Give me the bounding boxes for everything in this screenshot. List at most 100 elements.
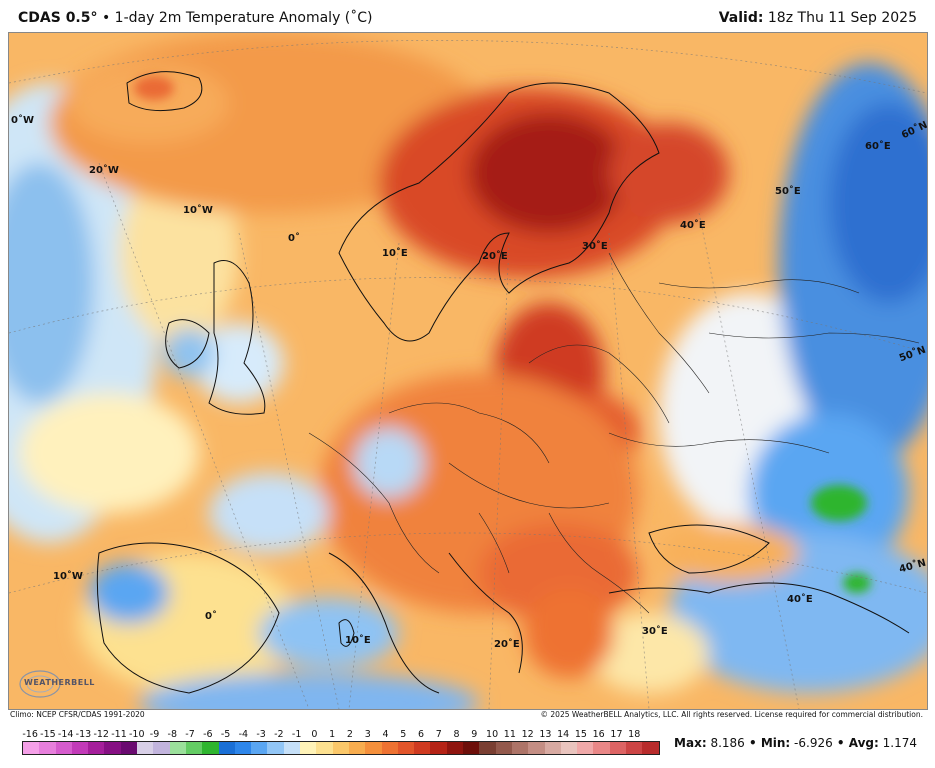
grid-label: 10˚W: [53, 571, 83, 582]
colorbar-swatch: [104, 742, 121, 754]
colorbar-swatch: [381, 742, 398, 754]
colorbar-swatch: [185, 742, 203, 754]
colorbar-swatch: [39, 742, 56, 754]
colorbar-tick-label: 12: [521, 729, 534, 740]
colorbar-tick-label: -2: [274, 729, 284, 740]
grid-label: 20˚W: [89, 165, 119, 176]
colorbar-tick-label: -7: [185, 729, 195, 740]
colorbar-swatch: [348, 742, 366, 754]
colorbar-tick-label: 4: [382, 729, 389, 740]
grid-label: 10˚E: [382, 248, 408, 259]
colorbar-tick-label: -16: [22, 729, 38, 740]
header: CDAS 0.5° • 1-day 2m Temperature Anomaly…: [0, 0, 935, 32]
colorbar-swatch: [463, 742, 480, 754]
colorbar-swatch: [55, 742, 72, 754]
colorbar-swatch: [479, 742, 496, 754]
grid-label: 10˚E: [345, 635, 371, 646]
colorbar-tick-label: 7: [435, 729, 442, 740]
grid-label: 20˚E: [482, 251, 508, 262]
colorbar-swatch: [23, 742, 40, 754]
colorbar-tick-label: -13: [75, 729, 92, 740]
valid-time: Valid: 18z Thu 11 Sep 2025: [719, 10, 917, 26]
colorbar-swatch: [430, 742, 447, 754]
colorbar-swatch: [414, 742, 431, 754]
colorbar-tick-label: 3: [364, 729, 371, 740]
colorbar-swatch: [446, 742, 464, 754]
valid-label: Valid:: [718, 10, 764, 26]
weatherbell-logo-icon: [19, 670, 61, 698]
grid-label: 60˚E: [865, 141, 891, 152]
colorbar-tick-label: -4: [238, 729, 249, 740]
colorbar-tick-label: 18: [628, 729, 641, 740]
colorbar-swatch: [397, 742, 415, 754]
colorbar-tick-label: 10: [486, 729, 499, 740]
colorbar-tick-label: -9: [149, 729, 160, 740]
grid-label: 20˚E: [494, 639, 520, 650]
colorbar-tick-label: 9: [471, 729, 478, 740]
colorbar-tick-label: 17: [610, 729, 623, 740]
colorbar-swatch: [528, 742, 545, 754]
colorbar-tick-label: -3: [256, 729, 266, 740]
colorbar-tick-label: -14: [57, 729, 74, 740]
valid-value: 18z Thu 11 Sep 2025: [763, 10, 917, 26]
colorbar-swatch: [169, 742, 186, 754]
colorbar-swatch: [544, 742, 561, 754]
colorbar-swatch: [511, 742, 529, 754]
colorbar-swatch: [577, 742, 594, 754]
grid-label: 0˚: [205, 611, 217, 622]
anomaly-field: [9, 33, 927, 709]
min-value: -6.926: [790, 736, 833, 750]
colorbar: [22, 741, 660, 755]
colorbar-swatch: [300, 742, 317, 754]
colorbar-swatch: [251, 742, 268, 754]
weatherbell-logo-text: WEATHERBELL: [24, 678, 95, 687]
colorbar-swatch: [495, 742, 512, 754]
colorbar-swatch: [218, 742, 235, 754]
map-canvas[interactable]: 0˚W 20˚W 10˚W 0˚ 10˚E 20˚E 30˚E 40˚E 50˚…: [8, 32, 928, 710]
grid-label: 30˚E: [642, 626, 668, 637]
colorbar-tick-label: 14: [557, 729, 570, 740]
colorbar-swatch: [202, 742, 219, 754]
grid-label: 40˚E: [680, 220, 706, 231]
colorbar-tick-label: -10: [128, 729, 145, 740]
colorbar-tick-label: 2: [346, 729, 353, 740]
colorbar-swatch: [120, 742, 138, 754]
colorbar-tick-label: -5: [220, 729, 231, 740]
colorbar-swatch: [593, 742, 610, 754]
colorbar-tick-label: 1: [329, 729, 336, 740]
colorbar-tick-label: -8: [167, 729, 178, 740]
colorbar-tick-label: 16: [592, 729, 605, 740]
product-name: • 1-day 2m Temperature Anomaly (˚C): [97, 10, 373, 26]
colorbar-swatch: [332, 742, 349, 754]
colorbar-tick-label: -6: [203, 729, 213, 740]
colorbar-swatch: [137, 742, 154, 754]
colorbar-tick-label: 8: [453, 729, 460, 740]
colorbar-swatch: [560, 742, 578, 754]
max-label: Max:: [674, 736, 707, 750]
avg-label: • Avg:: [832, 736, 879, 750]
colorbar-tick-label: -12: [93, 729, 109, 740]
colorbar-swatch: [153, 742, 170, 754]
colorbar-tick-label: 0: [311, 729, 318, 740]
colorbar-swatch: [316, 742, 333, 754]
colorbar-swatch: [71, 742, 89, 754]
colorbar-swatch: [642, 742, 659, 754]
copyright-note: © 2025 WeatherBELL Analytics, LLC. All r…: [540, 710, 923, 719]
map-title: CDAS 0.5° • 1-day 2m Temperature Anomaly…: [18, 10, 373, 26]
colorbar-swatch: [88, 742, 105, 754]
grid-label: 0˚: [288, 233, 300, 244]
colorbar-tick-label: 11: [503, 729, 516, 740]
grid-label: 40˚E: [787, 594, 813, 605]
colorbar-tick-label: -1: [291, 729, 302, 740]
grid-label: 0˚W: [11, 115, 34, 126]
colorbar-swatch: [267, 742, 284, 754]
avg-value: 1.174: [878, 736, 917, 750]
colorbar-tick-label: 13: [539, 729, 552, 740]
colorbar-tick-label: -15: [40, 729, 56, 740]
grid-label: 10˚W: [183, 205, 213, 216]
colorbar-swatch: [283, 742, 301, 754]
colorbar-swatch: [625, 742, 643, 754]
max-value: 8.186: [706, 736, 745, 750]
colorbar-tick-label: -11: [111, 729, 127, 740]
colorbar-swatch: [234, 742, 252, 754]
